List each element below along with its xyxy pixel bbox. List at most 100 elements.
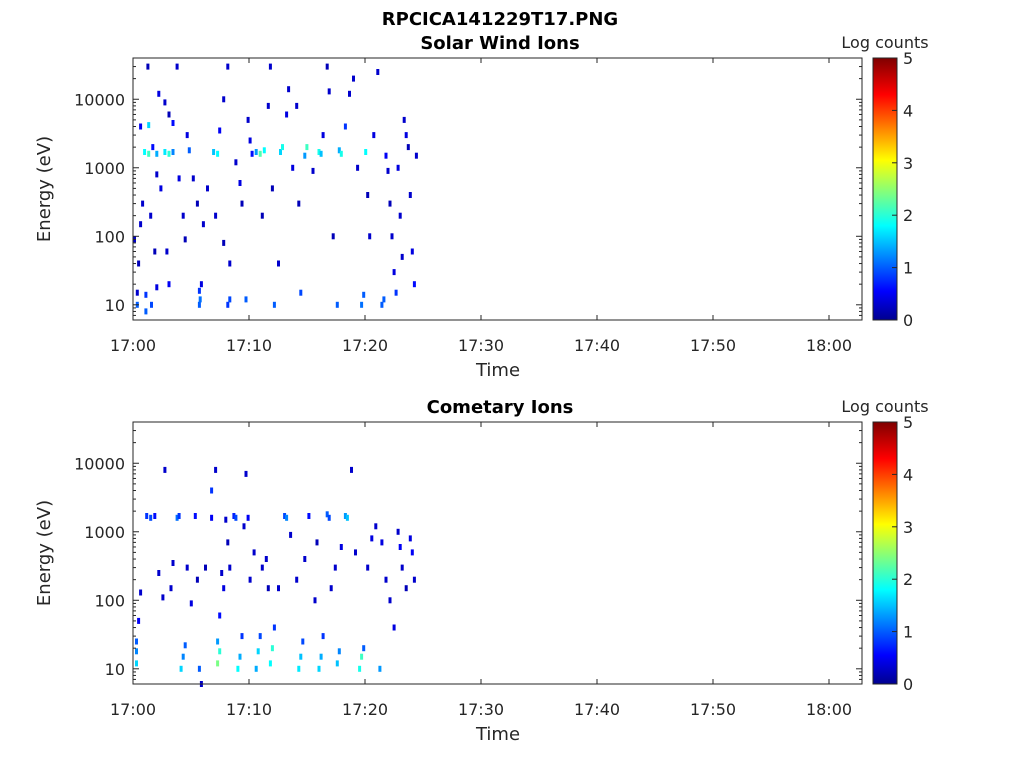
data-cell: [260, 564, 264, 571]
data-cell: [297, 200, 301, 207]
data-cell: [299, 653, 303, 660]
data-cell: [262, 147, 266, 154]
data-cell: [201, 221, 205, 228]
data-cell: [163, 99, 167, 106]
colorbar-tick-label: 1: [903, 259, 913, 278]
x-tick-label: 17:00: [110, 700, 156, 719]
x-axis-label: Time: [475, 724, 520, 745]
data-cell: [368, 233, 372, 240]
data-cell: [321, 132, 325, 139]
data-cell: [331, 233, 335, 240]
data-cell: [254, 665, 258, 672]
data-cell: [325, 511, 329, 518]
data-cell: [297, 665, 301, 672]
data-cell: [350, 466, 353, 473]
data-cell: [404, 132, 408, 139]
plot-frame: [132, 57, 863, 321]
data-cell: [268, 63, 272, 70]
data-cell: [181, 212, 185, 219]
data-cell: [224, 516, 228, 523]
data-cell: [145, 513, 149, 519]
data-cell: [144, 291, 148, 298]
colorbar-tick-label: 2: [903, 570, 913, 589]
data-cell: [206, 185, 209, 192]
x-tick-label: 17:30: [458, 336, 504, 355]
data-cell: [193, 513, 197, 519]
data-cell: [327, 88, 331, 95]
data-cell: [372, 132, 376, 139]
data-cell: [240, 633, 244, 640]
data-cell: [167, 111, 171, 118]
panel-solar-wind-ions: Solar Wind Ions 17:00 17:10 17:20 17:30 17:40…: [34, 33, 929, 381]
data-cell: [153, 513, 157, 519]
data-cell: [281, 144, 284, 151]
data-cell: [386, 167, 390, 174]
colorbar-tick-label: 1: [903, 623, 913, 642]
data-cell: [147, 122, 151, 129]
x-tick-label: 17:50: [690, 336, 736, 355]
data-cell: [400, 253, 404, 260]
x-tick-label: 17:20: [342, 700, 388, 719]
data-cell: [197, 665, 201, 672]
data-cell: [226, 301, 230, 308]
data-cell: [185, 132, 189, 139]
data-cell: [216, 660, 220, 667]
y-tick-label: 100: [94, 227, 125, 246]
data-cell: [218, 648, 222, 655]
data-cell: [335, 301, 339, 308]
data-cell: [163, 466, 167, 473]
data-cell: [189, 600, 193, 607]
data-cell: [348, 90, 351, 97]
data-cell: [358, 665, 362, 672]
data-cell: [291, 164, 295, 171]
data-cell: [279, 149, 282, 155]
data-cell: [370, 535, 374, 542]
data-cell: [270, 645, 274, 652]
data-cell: [392, 624, 396, 631]
data-cell: [266, 585, 270, 592]
data-cell: [137, 617, 141, 624]
data-cell: [246, 116, 250, 123]
data-cell: [248, 137, 252, 144]
data-cell: [248, 576, 252, 583]
data-cell: [303, 152, 307, 159]
y-tick-label: 10: [105, 296, 125, 315]
data-cell: [252, 549, 256, 556]
data-cell: [155, 171, 159, 178]
data-cell: [135, 660, 138, 667]
data-cell: [150, 301, 153, 308]
data-cell: [343, 123, 347, 130]
data-cell: [137, 260, 141, 267]
plot-frame: [132, 421, 863, 685]
data-cell: [394, 289, 398, 296]
data-cell: [198, 296, 202, 303]
data-cell: [195, 200, 199, 207]
data-cell: [214, 212, 218, 219]
data-cell: [175, 63, 179, 70]
data-cell: [295, 102, 299, 109]
x-tick-label: 17:40: [574, 700, 620, 719]
data-cell: [402, 116, 406, 123]
data-cell: [216, 150, 220, 157]
data-cell: [285, 514, 289, 521]
data-cell: [345, 514, 349, 521]
data-cell: [236, 665, 240, 672]
data-cell: [157, 570, 161, 576]
data-cell: [244, 470, 248, 477]
data-cell: [228, 296, 232, 303]
data-cell: [404, 585, 408, 592]
data-cell: [177, 513, 181, 519]
data-cell: [272, 301, 276, 308]
data-cell: [183, 642, 187, 649]
data-cell: [141, 200, 145, 207]
data-cell: [356, 164, 360, 171]
data-cell: [146, 63, 150, 70]
y-axis-label: Energy (eV): [34, 500, 55, 606]
figure-title: RPCICA141229T17.PNG: [382, 9, 618, 30]
data-cell: [398, 212, 402, 219]
colorbar: [872, 421, 898, 685]
data-cell: [238, 180, 242, 186]
data-cell: [197, 287, 201, 294]
data-cell: [220, 570, 224, 576]
